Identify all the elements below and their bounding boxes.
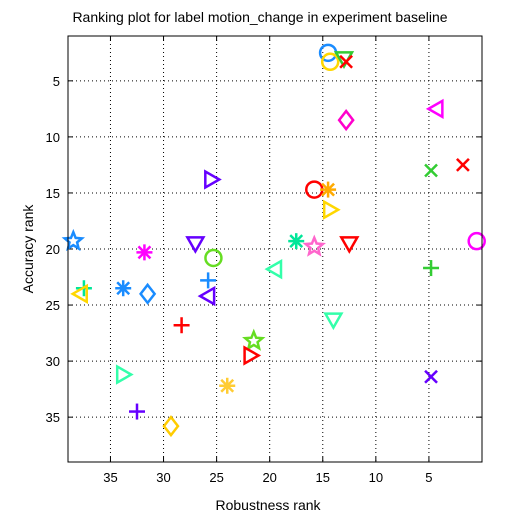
- x-tick-label: 15: [316, 470, 330, 485]
- data-point-plus: [200, 272, 217, 289]
- data-point-triangle-left: [264, 259, 283, 280]
- data-point-asterisk: [115, 280, 132, 297]
- y-tick-label: 5: [53, 74, 60, 89]
- y-tick-label: 25: [46, 298, 60, 313]
- x-tick-label: 20: [262, 470, 276, 485]
- data-point-triangle-right: [115, 364, 134, 385]
- y-tick-label: 30: [46, 354, 60, 369]
- data-point-triangle-left: [197, 285, 216, 307]
- data-point-triangle-down: [339, 236, 360, 254]
- x-tick-label: 25: [209, 470, 223, 485]
- data-point-plus: [423, 260, 440, 277]
- x-tick-label: 30: [156, 470, 170, 485]
- x-axis-label: Robustness rank: [215, 497, 321, 513]
- data-points: [61, 43, 486, 438]
- data-point-asterisk: [320, 181, 337, 198]
- y-tick-label: 35: [46, 410, 60, 425]
- data-point-x: [424, 163, 438, 178]
- x-tick-label: 5: [425, 470, 432, 485]
- data-point-triangle-right: [322, 199, 341, 220]
- data-point-x: [456, 158, 470, 172]
- data-point-plus: [129, 403, 145, 420]
- data-point-triangle-left: [70, 283, 88, 304]
- data-point-triangle-right: [243, 345, 262, 366]
- data-point-star: [302, 234, 326, 257]
- plot-frame: [67, 35, 483, 463]
- x-tick-label: 35: [103, 470, 117, 485]
- data-point-asterisk: [136, 244, 153, 261]
- data-point-diamond: [139, 282, 157, 305]
- data-point-triangle-right: [204, 169, 222, 190]
- data-point-circle: [204, 248, 223, 268]
- grid: [68, 36, 482, 462]
- ticks: 35 30 25 20 15 10 5 5 10 15 20 25 30 35: [46, 36, 482, 485]
- data-point-triangle-down: [323, 312, 344, 331]
- data-point-diamond: [337, 109, 355, 132]
- data-point-diamond: [162, 415, 180, 438]
- y-tick-label: 15: [46, 186, 60, 201]
- data-point-x: [339, 54, 354, 69]
- y-axis-label: Accuracy rank: [20, 204, 36, 294]
- chart-title: Ranking plot for label motion_change in …: [72, 9, 447, 25]
- data-point-circle: [320, 52, 340, 72]
- data-point-asterisk: [219, 377, 236, 394]
- data-point-x: [424, 369, 438, 384]
- data-point-circle: [467, 231, 486, 251]
- data-point-star: [242, 328, 266, 351]
- x-tick-label: 10: [369, 470, 383, 485]
- y-tick-label: 10: [46, 130, 60, 145]
- data-point-triangle-left: [425, 98, 444, 120]
- data-point-star: [61, 228, 86, 252]
- data-point-asterisk: [288, 233, 305, 250]
- y-tick-label: 20: [46, 242, 60, 257]
- data-point-plus: [173, 317, 190, 334]
- data-point-triangle-down: [185, 236, 206, 254]
